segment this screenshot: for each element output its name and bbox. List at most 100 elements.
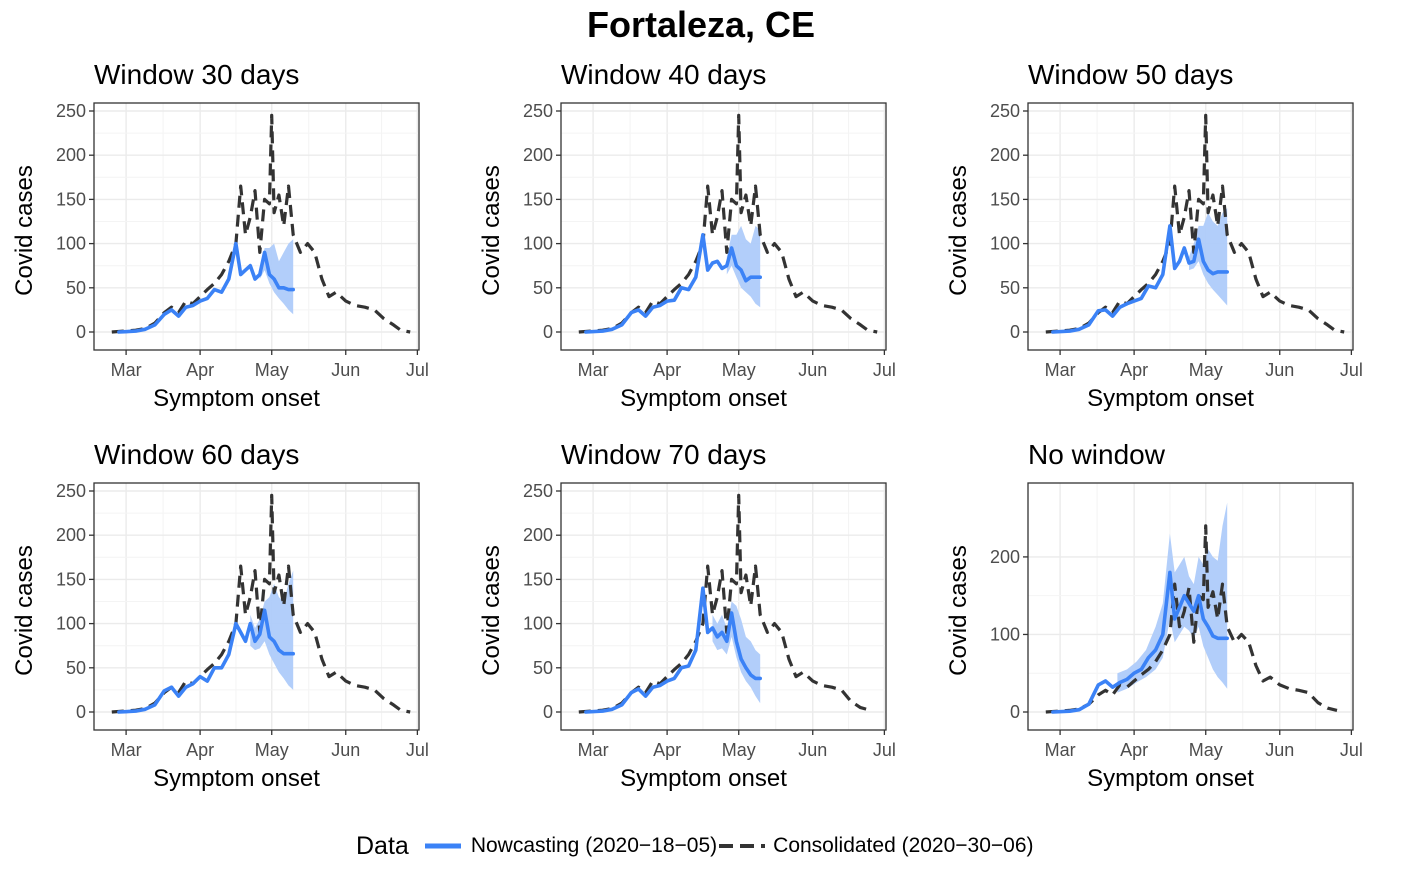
x-tick-label: May bbox=[1189, 740, 1223, 760]
panel-border bbox=[1027, 102, 1354, 351]
y-tick-label: 150 bbox=[523, 569, 553, 589]
x-axis-label: Symptom onset bbox=[1087, 385, 1254, 412]
y-tick-label: 0 bbox=[543, 702, 553, 722]
x-tick-label: Jun bbox=[1265, 360, 1294, 380]
nowcast-band bbox=[712, 601, 761, 704]
y-tick-label: 200 bbox=[56, 525, 86, 545]
y-tick-label: 150 bbox=[523, 189, 553, 209]
y-axis-label: Covid cases bbox=[11, 545, 38, 676]
y-tick-label: 100 bbox=[523, 234, 553, 254]
y-axis-label: Covid cases bbox=[478, 545, 505, 676]
y-tick-label: 0 bbox=[1010, 322, 1020, 342]
legend-key-nowcasting bbox=[424, 843, 461, 849]
y-tick-label: 100 bbox=[56, 234, 86, 254]
gridlines bbox=[94, 483, 419, 730]
nowcast-band bbox=[259, 239, 294, 315]
x-tick-label: Apr bbox=[186, 360, 214, 380]
legend-title: Data bbox=[356, 831, 409, 860]
y-tick-label: 250 bbox=[990, 101, 1020, 121]
x-tick-label: Mar bbox=[578, 360, 609, 380]
x-axis-label: Symptom onset bbox=[153, 385, 320, 412]
series-line-nowcasting bbox=[584, 586, 763, 714]
y-tick-label: 200 bbox=[990, 145, 1020, 165]
nowcast-band bbox=[1189, 208, 1228, 306]
legend-item-consolidated: Consolidated (2020−30−06) bbox=[717, 834, 1034, 858]
chart-panel-5: 0 50 100 150 200 250 Mar Apr May Jun Jul Window 70 … bbox=[478, 439, 896, 792]
y-tick-label: 200 bbox=[523, 145, 553, 165]
x-tick-label: Jul bbox=[406, 360, 429, 380]
x-tick-label: Apr bbox=[1120, 360, 1148, 380]
panel-title: Window 70 days bbox=[561, 439, 766, 470]
series-line-nowcasting bbox=[584, 233, 763, 334]
y-tick-label: 200 bbox=[523, 525, 553, 545]
plot-area bbox=[1028, 103, 1353, 350]
y-tick-label: 50 bbox=[533, 278, 553, 298]
x-tick-label: Apr bbox=[186, 740, 214, 760]
x-tick-label: Jun bbox=[798, 360, 827, 380]
panel-title: Window 60 days bbox=[94, 439, 299, 470]
chart-panel-4: 0 50 100 150 200 250 Mar Apr May Jun Jul Window 60 … bbox=[11, 439, 429, 792]
x-tick-label: Jun bbox=[331, 740, 360, 760]
panel-border bbox=[93, 102, 420, 351]
y-tick-label: 250 bbox=[56, 481, 86, 501]
x-tick-label: May bbox=[722, 740, 756, 760]
panel-title: Window 30 days bbox=[94, 59, 299, 90]
panel-border bbox=[560, 482, 887, 731]
y-tick-label: 200 bbox=[56, 145, 86, 165]
legend-label-nowcasting: Nowcasting (2020−18−05) bbox=[470, 834, 718, 857]
chart-panel-2: 0 50 100 150 200 250 Mar Apr May Jun Jul Window 40 … bbox=[478, 59, 896, 412]
x-tick-label: May bbox=[255, 360, 289, 380]
y-tick-label: 250 bbox=[523, 481, 553, 501]
series-line-consolidated bbox=[578, 113, 878, 334]
plot-area bbox=[561, 103, 886, 350]
y-tick-label: 100 bbox=[56, 614, 86, 634]
series-line-consolidated bbox=[578, 493, 871, 714]
series-line-consolidated bbox=[1045, 113, 1345, 334]
x-tick-label: Jun bbox=[798, 740, 827, 760]
y-tick-label: 0 bbox=[76, 322, 86, 342]
y-axis-label: Covid cases bbox=[945, 165, 972, 296]
legend-label-consolidated: Consolidated (2020−30−06) bbox=[773, 834, 1034, 857]
plot-area bbox=[561, 483, 886, 730]
plot-area bbox=[94, 483, 419, 730]
series-line-nowcasting bbox=[117, 241, 296, 334]
y-tick-label: 50 bbox=[66, 658, 86, 678]
y-tick-label: 100 bbox=[990, 234, 1020, 254]
x-axis-label: Symptom onset bbox=[620, 385, 787, 412]
y-tick-label: 200 bbox=[990, 547, 1020, 567]
y-tick-label: 50 bbox=[66, 278, 86, 298]
x-tick-label: Mar bbox=[111, 740, 142, 760]
y-tick-label: 0 bbox=[543, 322, 553, 342]
legend-key-consolidated bbox=[719, 844, 766, 848]
chart-panel-1: 0 50 100 150 200 250 Mar Apr May Jun Jul Window 30 … bbox=[11, 59, 429, 412]
series-line-nowcasting bbox=[1051, 224, 1229, 334]
y-axis-label: Covid cases bbox=[478, 165, 505, 296]
series-line-consolidated bbox=[111, 493, 411, 714]
gridlines bbox=[561, 103, 886, 350]
x-tick-label: May bbox=[722, 360, 756, 380]
series-line-nowcasting bbox=[117, 608, 296, 714]
panel-title: Window 50 days bbox=[1028, 59, 1233, 90]
y-tick-label: 250 bbox=[523, 101, 553, 121]
x-axis-label: Symptom onset bbox=[1087, 765, 1254, 792]
legend-item-nowcasting: Nowcasting (2020−18−05) bbox=[421, 834, 717, 858]
panel-border bbox=[1027, 482, 1354, 731]
x-tick-label: Apr bbox=[1120, 740, 1148, 760]
y-tick-label: 150 bbox=[56, 569, 86, 589]
gridlines bbox=[1028, 103, 1353, 350]
y-tick-label: 100 bbox=[523, 614, 553, 634]
panel-title: Window 40 days bbox=[561, 59, 766, 90]
x-tick-label: Mar bbox=[578, 740, 609, 760]
x-tick-label: Mar bbox=[1045, 740, 1076, 760]
x-tick-label: Jul bbox=[873, 740, 896, 760]
panel-border bbox=[560, 102, 887, 351]
x-tick-label: Jul bbox=[1340, 360, 1363, 380]
x-tick-label: Mar bbox=[111, 360, 142, 380]
y-tick-label: 0 bbox=[76, 702, 86, 722]
series-line-consolidated bbox=[111, 113, 411, 334]
chart-panel-3: 0 50 100 150 200 250 Mar Apr May Jun Jul Window 50 … bbox=[945, 59, 1363, 412]
x-tick-label: Jul bbox=[406, 740, 429, 760]
y-tick-label: 50 bbox=[533, 658, 553, 678]
x-tick-label: Jul bbox=[1340, 740, 1363, 760]
